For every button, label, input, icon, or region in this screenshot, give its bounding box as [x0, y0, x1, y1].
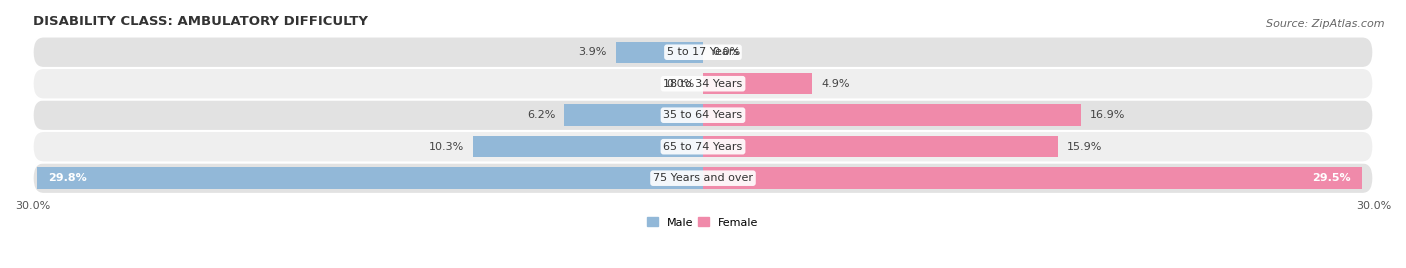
Text: 6.2%: 6.2%: [527, 110, 555, 120]
Text: 35 to 64 Years: 35 to 64 Years: [664, 110, 742, 120]
Text: 29.5%: 29.5%: [1312, 173, 1351, 183]
Text: 29.8%: 29.8%: [48, 173, 87, 183]
FancyBboxPatch shape: [32, 99, 1374, 131]
Bar: [703, 73, 813, 94]
Bar: [616, 42, 703, 63]
Bar: [703, 168, 1362, 189]
Text: 0.0%: 0.0%: [711, 47, 740, 57]
Bar: [564, 105, 703, 126]
Text: 16.9%: 16.9%: [1090, 110, 1125, 120]
Bar: [703, 105, 1081, 126]
Legend: Male, Female: Male, Female: [647, 217, 759, 228]
Bar: [472, 136, 703, 157]
Text: 75 Years and over: 75 Years and over: [652, 173, 754, 183]
Bar: [37, 168, 703, 189]
Text: 3.9%: 3.9%: [578, 47, 607, 57]
Text: 65 to 74 Years: 65 to 74 Years: [664, 142, 742, 152]
Text: 0.0%: 0.0%: [666, 79, 695, 89]
Text: 15.9%: 15.9%: [1067, 142, 1102, 152]
Text: 4.9%: 4.9%: [821, 79, 851, 89]
FancyBboxPatch shape: [32, 68, 1374, 99]
Text: Source: ZipAtlas.com: Source: ZipAtlas.com: [1267, 19, 1385, 29]
Text: 18 to 34 Years: 18 to 34 Years: [664, 79, 742, 89]
FancyBboxPatch shape: [32, 162, 1374, 194]
Text: DISABILITY CLASS: AMBULATORY DIFFICULTY: DISABILITY CLASS: AMBULATORY DIFFICULTY: [32, 15, 367, 28]
Text: 10.3%: 10.3%: [429, 142, 464, 152]
Text: 5 to 17 Years: 5 to 17 Years: [666, 47, 740, 57]
Bar: [703, 136, 1059, 157]
FancyBboxPatch shape: [32, 131, 1374, 162]
FancyBboxPatch shape: [32, 36, 1374, 68]
